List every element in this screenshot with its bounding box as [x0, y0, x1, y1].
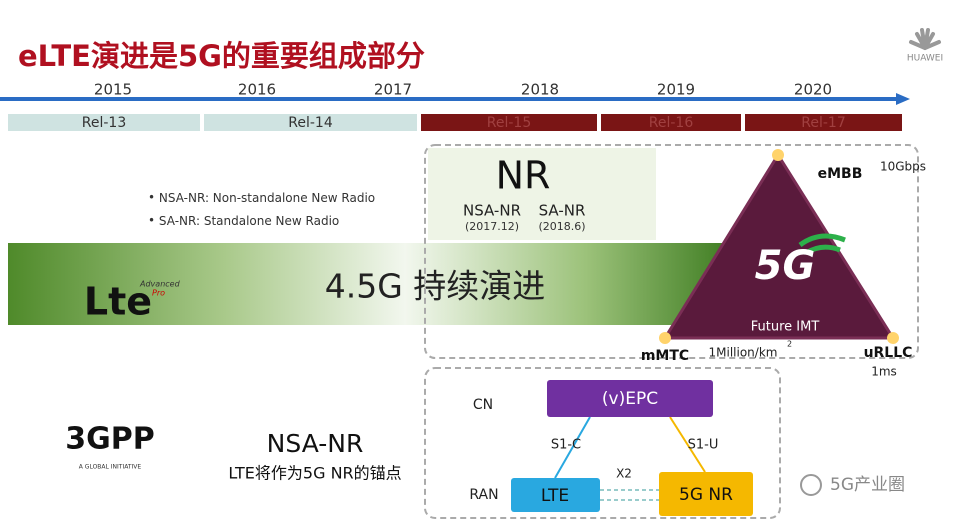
nr-label: 5G NR — [679, 485, 733, 505]
center-5g: 5G — [755, 243, 816, 289]
embb-value: 10Gbps — [880, 160, 926, 174]
release-bar — [421, 114, 597, 131]
nr-box — [659, 472, 753, 516]
urllc: uRLLC — [864, 345, 913, 361]
logo-text: HUAWEI — [907, 54, 943, 64]
release-bar — [204, 114, 417, 131]
s1c-label: S1-C — [551, 438, 581, 453]
release-label: Rel-14 — [288, 115, 333, 131]
epc-label: (v)EPC — [602, 389, 658, 409]
urllc-value: 1ms — [871, 365, 897, 379]
huawei-logo: HUAWEI — [907, 28, 943, 64]
year: 2017 — [374, 81, 412, 99]
lte-logo: Lte — [84, 280, 152, 324]
nsa-title: NSA-NR — [267, 429, 364, 458]
vertex-glow — [887, 332, 899, 344]
ran-label: RAN — [469, 487, 498, 503]
lte-label: LTE — [541, 486, 569, 506]
superscript: 2 — [787, 340, 792, 349]
lte-advanced: Advanced — [139, 280, 181, 289]
release-label: Rel-16 — [649, 115, 694, 131]
release-bar — [8, 114, 200, 131]
year: 2016 — [238, 81, 276, 99]
vertex-glow — [772, 149, 784, 161]
banner-text: 4.5G 持续演进 — [325, 267, 546, 306]
release-bar — [601, 114, 741, 131]
bullet: • SA-NR: Standalone New Radio — [148, 214, 339, 228]
future-imt: Future IMT — [751, 320, 820, 335]
cn-label: CN — [473, 397, 493, 413]
dashed-box — [424, 367, 781, 519]
year: 2018 — [521, 81, 559, 99]
year: 2019 — [657, 81, 695, 99]
arrow-head — [896, 93, 910, 105]
epc-box — [547, 380, 713, 417]
nr-shade — [428, 148, 656, 240]
gpp-tagline: A GLOBAL INITIATIVE — [79, 464, 142, 471]
s1u-label: S1-U — [688, 438, 719, 453]
nsa-date: (2017.12) — [465, 220, 519, 233]
sa-date: (2018.6) — [538, 220, 585, 233]
lte-box — [511, 478, 600, 512]
watermark: 5G产业圈 — [830, 475, 905, 495]
vertex-glow — [659, 332, 671, 344]
sa: SA-NR — [539, 202, 586, 220]
embb: eMBB — [818, 166, 863, 182]
title: eLTE演进是5G的重要组成部分 — [18, 39, 425, 73]
release-bar — [745, 114, 902, 131]
bullet: • NSA-NR: Non-standalone New Radio — [148, 191, 375, 205]
link — [554, 416, 591, 479]
lte-pro: Pro — [152, 289, 165, 298]
year: 2015 — [94, 81, 132, 99]
gpp-logo: 3GPP — [65, 422, 154, 457]
mmtc-value: 1Million/km — [709, 346, 778, 360]
release-label: Rel-17 — [801, 115, 845, 131]
nr-title: NR — [496, 154, 551, 198]
nsa-subtitle: LTE将作为5G NR的锚点 — [228, 464, 401, 483]
year: 2020 — [794, 81, 832, 99]
banner — [8, 243, 730, 325]
mmtc: mMTC — [641, 348, 689, 364]
x2-label: X2 — [616, 467, 632, 481]
signal-icon — [798, 233, 846, 256]
wechat-icon — [800, 474, 822, 496]
release-label: Rel-15 — [487, 115, 531, 131]
dashed-box — [424, 144, 919, 359]
nsa: NSA-NR — [463, 202, 521, 220]
link — [669, 416, 706, 473]
release-label: Rel-13 — [82, 115, 126, 131]
